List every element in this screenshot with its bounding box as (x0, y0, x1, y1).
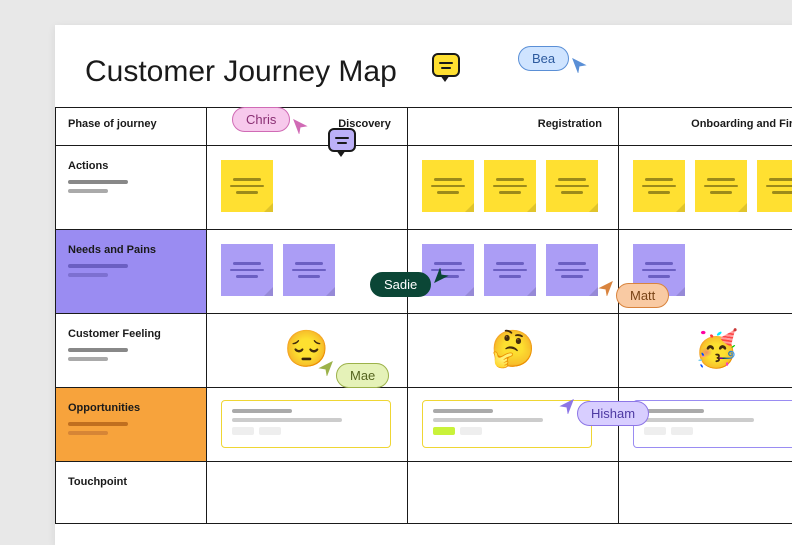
comment-icon[interactable] (328, 128, 356, 152)
row-label-text: Touchpoint (68, 476, 194, 488)
cell-touch-discovery[interactable] (206, 462, 407, 524)
cell-feeling-registration[interactable]: 🤔 (407, 314, 618, 388)
opportunity-card[interactable] (221, 400, 391, 448)
row-label-opportunities: Opportunities (56, 388, 207, 462)
sticky-note[interactable] (422, 160, 474, 212)
cell-opps-discovery[interactable] (206, 388, 407, 462)
row-label-actions: Actions (56, 146, 207, 230)
journey-map-canvas: Customer Journey Map Phase of journey Di… (55, 25, 792, 545)
opportunity-card[interactable] (633, 400, 792, 448)
sticky-note[interactable] (546, 244, 598, 296)
col-header-registration: Registration (407, 108, 618, 146)
comment-icon[interactable] (432, 53, 460, 77)
sticky-note[interactable] (546, 160, 598, 212)
sticky-note[interactable] (221, 160, 273, 212)
row-label-text: Opportunities (68, 402, 194, 414)
row-feeling: Customer Feeling 😔 🤔 🥳 (56, 314, 792, 388)
feeling-emoji: 😔 (207, 314, 407, 370)
row-label-needs: Needs and Pains (56, 230, 207, 314)
placeholder-line (68, 189, 108, 193)
row-label-feeling: Customer Feeling (56, 314, 207, 388)
opportunity-card[interactable] (422, 400, 592, 448)
cell-actions-registration[interactable] (407, 146, 618, 230)
cell-needs-onboarding[interactable] (618, 230, 792, 314)
sticky-note[interactable] (422, 244, 474, 296)
feeling-emoji: 🤔 (408, 314, 618, 370)
cell-opps-registration[interactable] (407, 388, 618, 462)
row-touchpoint: Touchpoint (56, 462, 792, 524)
row-opportunities: Opportunities (56, 388, 792, 462)
cell-needs-registration[interactable] (407, 230, 618, 314)
cell-actions-onboarding[interactable] (618, 146, 792, 230)
col-header-phase: Phase of journey (56, 108, 207, 146)
cell-feeling-discovery[interactable]: 😔 (206, 314, 407, 388)
header-row: Phase of journey Discovery Registration … (56, 108, 792, 146)
cell-feeling-onboarding[interactable]: 🥳 (618, 314, 792, 388)
sticky-note[interactable] (757, 160, 792, 212)
sticky-note[interactable] (283, 244, 335, 296)
placeholder-line (68, 273, 108, 277)
cell-touch-registration[interactable] (407, 462, 618, 524)
sticky-note[interactable] (633, 244, 685, 296)
placeholder-line (68, 357, 108, 361)
journey-grid: Phase of journey Discovery Registration … (55, 107, 792, 524)
sticky-note[interactable] (633, 160, 685, 212)
cell-touch-onboarding[interactable] (618, 462, 792, 524)
row-label-text: Needs and Pains (68, 244, 194, 256)
sticky-note[interactable] (484, 244, 536, 296)
row-actions: Actions (56, 146, 792, 230)
placeholder-line (68, 264, 128, 268)
cell-opps-onboarding[interactable] (618, 388, 792, 462)
sticky-note[interactable] (695, 160, 747, 212)
placeholder-line (68, 180, 128, 184)
col-header-discovery: Discovery (206, 108, 407, 146)
cell-actions-discovery[interactable] (206, 146, 407, 230)
row-needs: Needs and Pains (56, 230, 792, 314)
placeholder-line (68, 422, 128, 426)
sticky-note[interactable] (221, 244, 273, 296)
row-label-touchpoint: Touchpoint (56, 462, 207, 524)
page-title: Customer Journey Map (55, 25, 792, 107)
col-header-onboarding: Onboarding and First U (618, 108, 792, 146)
cell-needs-discovery[interactable] (206, 230, 407, 314)
feeling-emoji: 🥳 (619, 314, 792, 370)
sticky-note[interactable] (484, 160, 536, 212)
row-label-text: Customer Feeling (68, 328, 194, 340)
row-label-text: Actions (68, 160, 194, 172)
placeholder-line (68, 348, 128, 352)
placeholder-line (68, 431, 108, 435)
